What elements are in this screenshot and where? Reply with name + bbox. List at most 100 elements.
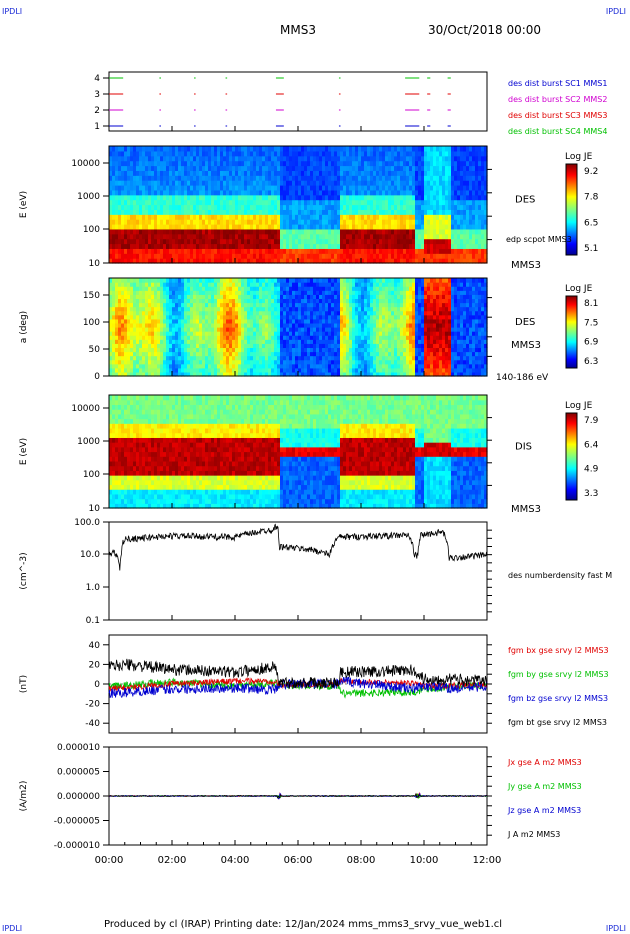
des-energy-panel-cell	[187, 228, 191, 235]
des-energy-panel-cell	[112, 238, 116, 245]
des-pitch-panel-cell	[178, 282, 182, 287]
des-energy-panel-cell	[238, 214, 242, 220]
des-energy-panel-cell	[223, 170, 227, 176]
des-energy-panel-cell	[358, 189, 362, 196]
des-pitch-panel-cell	[340, 339, 344, 344]
des-energy-panel-cell	[196, 209, 200, 215]
des-energy-panel-cell	[220, 165, 224, 171]
des-energy-panel-cell	[151, 155, 155, 162]
des-energy-panel-cell	[472, 170, 476, 176]
des-energy-panel-cell	[178, 258, 182, 264]
des-pitch-panel-cell	[244, 359, 248, 365]
des-pitch-panel-cell	[169, 347, 173, 353]
des-energy-panel-cell	[433, 258, 437, 264]
des-pitch-panel-cell	[163, 310, 167, 316]
des-pitch-panel-cell	[319, 302, 323, 308]
des-pitch-panel-cell	[196, 367, 200, 373]
des-pitch-panel-cell	[208, 298, 212, 304]
des-pitch-panel-cell	[166, 371, 170, 377]
des-pitch-panel-cell	[166, 359, 170, 365]
des-energy-panel-cell	[481, 204, 485, 210]
des-energy-panel-cell	[238, 253, 242, 259]
des-energy-panel-cell	[130, 243, 134, 249]
des-energy-panel-cell	[247, 224, 251, 230]
des-pitch-panel-cell	[265, 290, 269, 295]
des-pitch-panel-cell	[187, 286, 191, 291]
des-energy-panel-cell	[319, 258, 323, 264]
des-pitch-panel-cell	[256, 282, 260, 287]
des-energy-panel-cell	[199, 170, 203, 176]
des-energy-panel-cell	[172, 243, 176, 249]
des-pitch-panel-cell	[187, 294, 191, 300]
des-energy-panel-cell	[250, 238, 254, 245]
des-pitch-panel-cell	[196, 371, 200, 377]
des-energy-panel-cell	[415, 248, 419, 254]
des-pitch-panel-cell	[187, 355, 191, 361]
des-pitch-panel-cell	[220, 278, 224, 283]
des-pitch-panel-cell	[202, 363, 206, 369]
des-pitch-panel-cell	[313, 306, 317, 312]
des-pitch-panel-cell	[109, 294, 113, 300]
des-energy-panel-cell	[448, 170, 452, 176]
des-energy-panel-cell	[394, 180, 398, 186]
des-energy-panel-cell	[415, 165, 419, 171]
des-pitch-panel-cell	[139, 335, 143, 340]
des-energy-panel-cell	[442, 219, 446, 225]
des-energy-panel-cell	[148, 189, 152, 196]
des-energy-panel-cell	[295, 248, 299, 254]
des-pitch-panel-cell	[133, 322, 137, 328]
des-energy-panel-cell	[439, 146, 443, 152]
des-energy-panel-cell	[301, 150, 305, 157]
des-energy-panel-cell	[451, 150, 455, 157]
des-energy-panel-cell	[169, 170, 173, 176]
des-energy-panel-cell	[193, 199, 197, 206]
des-energy-panel-cell	[340, 155, 344, 162]
des-energy-panel-cell	[388, 209, 392, 215]
des-pitch-panel-cell	[235, 282, 239, 287]
des-pitch-panel-cell	[328, 282, 332, 287]
des-pitch-panel-cell	[331, 306, 335, 312]
des-energy-panel-cell	[385, 214, 389, 220]
des-energy-panel-cell	[421, 233, 425, 240]
des-pitch-panel-cell	[337, 294, 341, 300]
des-energy-panel-cell	[355, 219, 359, 225]
des-energy-panel-cell	[241, 224, 245, 230]
des-energy-panel-cell	[388, 228, 392, 235]
des-energy-panel-cell	[136, 204, 140, 210]
des-energy-panel-cell	[163, 194, 167, 201]
des-energy-panel-cell	[187, 199, 191, 206]
des-energy-panel-cell	[400, 189, 404, 196]
des-energy-panel-cell	[280, 170, 284, 176]
des-pitch-panel-cell	[226, 331, 230, 336]
des-energy-panel-cell	[346, 214, 350, 220]
des-pitch-panel-cell	[121, 363, 125, 369]
des-energy-panel-cell	[439, 165, 443, 171]
des-energy-panel-cell	[382, 224, 386, 230]
des-energy-panel-cell	[343, 253, 347, 259]
des-energy-panel-cell	[382, 194, 386, 201]
des-energy-panel-cell	[328, 146, 332, 152]
des-pitch-panel-cell	[193, 286, 197, 291]
des-pitch-panel-cell	[343, 286, 347, 291]
des-pitch-panel-cell	[331, 359, 335, 365]
des-pitch-panel-cell	[283, 347, 287, 353]
des-energy-panel-cell	[304, 175, 308, 181]
des-pitch-panel-cell	[235, 314, 239, 320]
des-pitch-panel-cell	[256, 347, 260, 353]
des-energy-panel-cell	[352, 189, 356, 196]
des-energy-panel-cell	[304, 199, 308, 206]
des-pitch-panel-cell	[136, 314, 140, 320]
des-pitch-panel-cell	[280, 286, 284, 291]
des-energy-panel-cell	[349, 194, 353, 201]
des-pitch-panel-cell	[121, 278, 125, 283]
des-pitch-panel-cell	[229, 363, 233, 369]
des-energy-panel-cell	[172, 253, 176, 259]
des-energy-panel-cell	[289, 185, 293, 191]
des-energy-panel-cell	[409, 253, 413, 259]
des-energy-panel-cell	[301, 165, 305, 171]
des-energy-panel-cell	[133, 238, 137, 245]
des-energy-panel-cell	[280, 248, 284, 254]
des-energy-panel-cell	[121, 189, 125, 196]
des-energy-panel-cell	[313, 189, 317, 196]
des-energy-panel-cell	[406, 194, 410, 201]
